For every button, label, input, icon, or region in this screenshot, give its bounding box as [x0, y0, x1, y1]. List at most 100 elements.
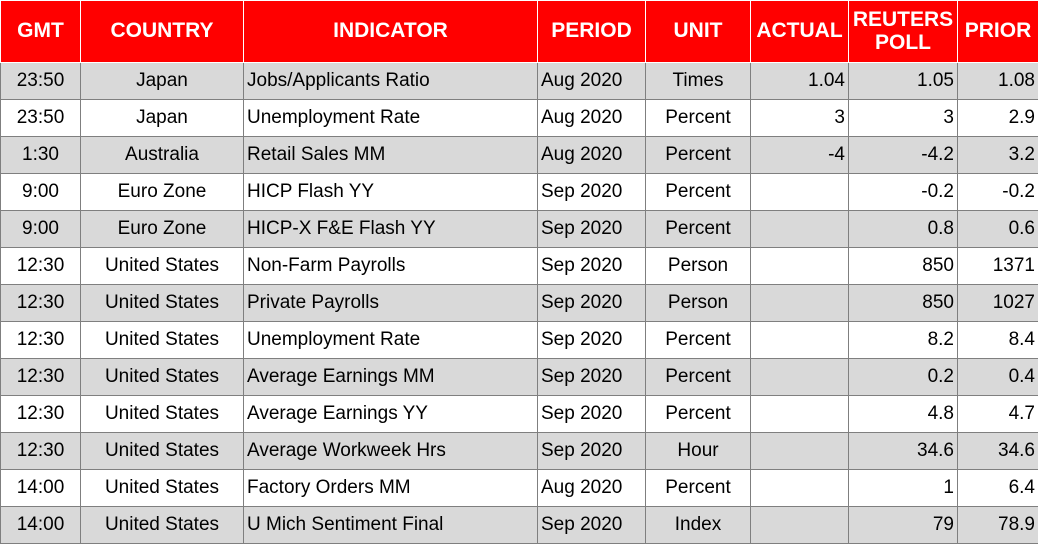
table-cell: Percent — [646, 211, 751, 248]
table-cell: United States — [81, 359, 244, 396]
table-cell: Percent — [646, 396, 751, 433]
table-cell: 0.2 — [849, 359, 958, 396]
table-cell: Aug 2020 — [538, 470, 646, 507]
table-cell: Sep 2020 — [538, 507, 646, 544]
table-cell — [751, 433, 849, 470]
column-header: INDICATOR — [244, 1, 538, 63]
table-cell: Japan — [81, 63, 244, 100]
table-cell: U Mich Sentiment Final — [244, 507, 538, 544]
table-cell: Australia — [81, 137, 244, 174]
table-cell: HICP-X F&E Flash YY — [244, 211, 538, 248]
table-cell: Jobs/Applicants Ratio — [244, 63, 538, 100]
table-cell: Unemployment Rate — [244, 100, 538, 137]
table-cell: 1 — [849, 470, 958, 507]
table-cell: Percent — [646, 174, 751, 211]
table-cell: 2.9 — [958, 100, 1038, 137]
table-cell: 8.2 — [849, 322, 958, 359]
table-cell: 850 — [849, 248, 958, 285]
table-cell — [751, 322, 849, 359]
table-cell: 12:30 — [1, 248, 81, 285]
table-cell: 1.05 — [849, 63, 958, 100]
table-cell: United States — [81, 322, 244, 359]
table-cell: 3 — [751, 100, 849, 137]
table-cell: -0.2 — [958, 174, 1038, 211]
column-header: UNIT — [646, 1, 751, 63]
table-cell: Percent — [646, 359, 751, 396]
table-cell: Private Payrolls — [244, 285, 538, 322]
table-cell — [751, 285, 849, 322]
table-cell: Japan — [81, 100, 244, 137]
table-cell: Sep 2020 — [538, 248, 646, 285]
table-cell: 1027 — [958, 285, 1038, 322]
table-cell: Average Earnings YY — [244, 396, 538, 433]
table-cell: United States — [81, 470, 244, 507]
table-cell — [751, 470, 849, 507]
table-cell: 3 — [849, 100, 958, 137]
column-header: ACTUAL — [751, 1, 849, 63]
column-header: GMT — [1, 1, 81, 63]
table-cell: Sep 2020 — [538, 359, 646, 396]
table-cell: United States — [81, 433, 244, 470]
table-cell: Person — [646, 248, 751, 285]
column-header: REUTERS POLL — [849, 1, 958, 63]
table-cell: 8.4 — [958, 322, 1038, 359]
table-cell: 1371 — [958, 248, 1038, 285]
table-cell: United States — [81, 507, 244, 544]
table-cell: United States — [81, 248, 244, 285]
table-cell: Sep 2020 — [538, 322, 646, 359]
table-cell: 6.4 — [958, 470, 1038, 507]
table-cell: 12:30 — [1, 285, 81, 322]
table-cell: Euro Zone — [81, 174, 244, 211]
table-cell: Percent — [646, 137, 751, 174]
table-cell: 34.6 — [958, 433, 1038, 470]
table-cell: 0.4 — [958, 359, 1038, 396]
table-cell: -0.2 — [849, 174, 958, 211]
table-cell: 34.6 — [849, 433, 958, 470]
table-cell: 0.6 — [958, 211, 1038, 248]
table-cell: 0.8 — [849, 211, 958, 248]
table-cell: 12:30 — [1, 322, 81, 359]
table-cell: 78.9 — [958, 507, 1038, 544]
table-cell: -4 — [751, 137, 849, 174]
table-cell: Sep 2020 — [538, 285, 646, 322]
table-cell: United States — [81, 396, 244, 433]
table-cell: 79 — [849, 507, 958, 544]
table-cell: 23:50 — [1, 63, 81, 100]
table-cell: Percent — [646, 100, 751, 137]
column-header: COUNTRY — [81, 1, 244, 63]
table-cell: 1.04 — [751, 63, 849, 100]
column-header: PERIOD — [538, 1, 646, 63]
table-cell: Times — [646, 63, 751, 100]
table-cell: 9:00 — [1, 211, 81, 248]
table-cell: Percent — [646, 470, 751, 507]
table-cell: Hour — [646, 433, 751, 470]
table-cell — [751, 396, 849, 433]
table-cell: Average Workweek Hrs — [244, 433, 538, 470]
table-cell — [751, 359, 849, 396]
table-cell: Person — [646, 285, 751, 322]
table-cell: Retail Sales MM — [244, 137, 538, 174]
table-cell: 12:30 — [1, 396, 81, 433]
table-cell: -4.2 — [849, 137, 958, 174]
table-cell: 23:50 — [1, 100, 81, 137]
table-cell: Factory Orders MM — [244, 470, 538, 507]
table-cell — [751, 174, 849, 211]
table-cell: Unemployment Rate — [244, 322, 538, 359]
table-cell: 4.7 — [958, 396, 1038, 433]
table-cell: HICP Flash YY — [244, 174, 538, 211]
table-cell: United States — [81, 285, 244, 322]
